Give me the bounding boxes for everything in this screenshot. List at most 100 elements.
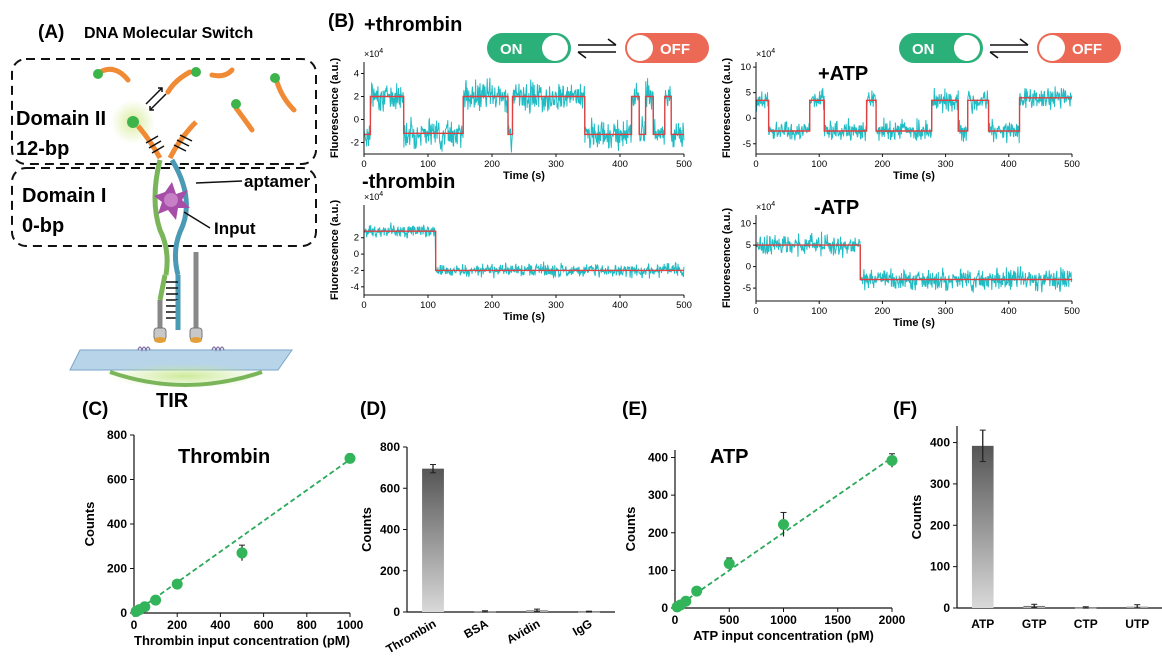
y-tick-label: 400 [380,523,400,537]
y-tick-label: 0 [393,605,400,619]
y-tick-label: -2 [351,265,359,276]
step-fit-line [756,244,1072,281]
fluorescence-trace [755,86,1073,144]
x-tick-label: 500 [1064,306,1080,317]
data-point [723,558,735,570]
y-axis-title: Fluorescence (a.u.) [329,58,341,159]
x-tick-label: 100 [420,159,436,170]
data-point [171,578,183,590]
equilibrium-arrows-a [145,87,167,111]
domain2-box [11,58,317,165]
chart-e: 0 500 1000 1500 2000 0 100 200 300 400 ATP input c… [623,450,906,643]
panel-c-title: Thrombin [178,446,270,468]
chart-d: 0 200 400 600 800 Thrombin BSA Avidin IgG Counts [359,440,615,656]
x-tick-label: 600 [254,618,274,632]
x-tick-label: 300 [938,306,954,317]
fluorescence-trace [755,231,1073,293]
trace-title: -ATP [814,197,859,219]
x-axis-title: Time (s) [503,311,545,323]
x-axis-title: Time (s) [893,317,935,329]
domain1-box [11,167,317,247]
panel-d-label: (D) [360,399,386,420]
x-tick-label: 100 [420,300,436,311]
axis-exponent-power: 4 [379,191,383,198]
fluorescence-trace [363,77,685,153]
data-point [691,585,703,597]
y-tick-label: 300 [648,488,668,502]
free-reporter-strands [97,66,297,133]
y-tick-label: 5 [746,88,751,99]
y-tick-label: 10 [740,219,751,230]
y-tick-label: -5 [743,283,751,294]
y-tick-label: 300 [930,477,950,491]
panel-b: (B) ON OFF ON OFF [328,11,1121,329]
y-tick-label: 200 [380,564,400,578]
step-fit-line [364,230,684,272]
bound-fluorophore [127,116,139,128]
y-tick-label: -4 [351,282,359,293]
bound-reporter-strand-2 [167,120,198,160]
y-tick-label: 800 [380,440,400,454]
surface-pegs [137,346,225,352]
x-tick-label: 400 [210,618,230,632]
x-tick-label: 2000 [879,613,906,627]
glass-surface [69,349,293,371]
trace-title: -thrombin [362,171,455,193]
hybrid-rungs [145,134,193,154]
x-tick-label: 1000 [770,613,797,627]
y-tick-label: 0 [354,115,359,126]
x-tick-label: 400 [612,300,628,311]
panel-f-label: (F) [893,399,917,420]
trace-title: +ATP [818,63,868,85]
y-tick-label: -5 [743,139,751,150]
panel-e-title: ATP [710,446,749,468]
equilibrium-arrows-2 [989,38,1029,59]
axis-exponent-power: 4 [379,48,383,55]
biotin-1 [154,337,166,343]
y-tick-label: 200 [107,562,127,576]
domain2-bp: 12-bp [16,138,69,160]
category-label: CTP [1074,617,1098,631]
x-tick-label: 300 [548,159,564,170]
biotin-2 [190,337,202,343]
x-tick-label: 800 [297,618,317,632]
y-tick-label: 800 [107,428,127,442]
y-axis-title: Counts [82,502,97,547]
trace-title: +thrombin [364,14,462,36]
y-axis-title: Fluorescence (a.u.) [329,200,341,301]
x-tick-label: 0 [361,159,366,170]
y-tick-label: 200 [930,518,950,532]
aptamer-label: aptamer [244,172,311,191]
data-point [886,455,898,467]
panel-e-label: (E) [622,399,647,420]
category-label: Thrombin [384,616,439,656]
y-axis-title: Counts [359,507,374,552]
panel-a-label: (A) [38,22,64,43]
data-point [139,601,151,613]
data-point [778,518,789,530]
y-tick-label: 0 [120,606,127,620]
y-axis-title: Fluorescence (a.u.) [721,58,733,159]
x-tick-label: 1500 [824,613,851,627]
data-point [150,594,162,606]
tir-label: TIR [156,390,189,412]
axis-exponent: ×104 [364,48,383,59]
x-tick-label: 200 [874,306,890,317]
domain1-bp: 0-bp [22,215,64,237]
y-axis-title: Counts [909,495,924,540]
on-switch-atp: ON [899,33,983,63]
on-switch-thrombin: ON [487,33,571,63]
x-axis-title: Time (s) [503,170,545,182]
x-tick-label: 1000 [337,618,364,632]
category-label: UTP [1125,617,1149,631]
step-fit-line [756,97,1072,132]
off-switch-thrombin: OFF [625,33,709,63]
x-tick-label: 500 [676,300,692,311]
y-tick-label: 0 [354,249,359,260]
bar [422,468,444,612]
bar [971,445,994,608]
axis-exponent: ×104 [756,201,775,212]
x-tick-label: 200 [167,618,187,632]
x-tick-label: 500 [719,613,739,627]
y-tick-label: 100 [648,563,668,577]
